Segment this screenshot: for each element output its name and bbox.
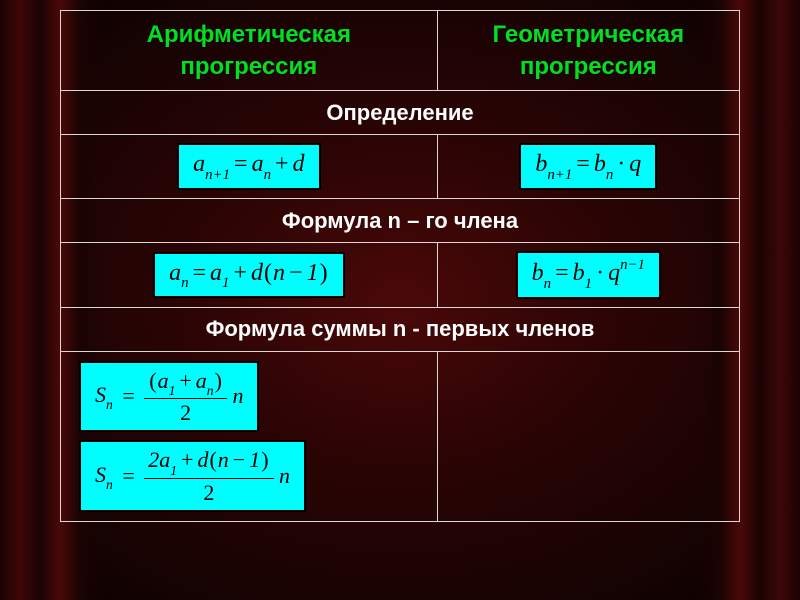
header-arithmetic-label: Арифметическаяпрогрессия — [147, 21, 351, 79]
geom-sum-cell — [437, 351, 739, 521]
geom-def-cell: bn+1=bn·q — [437, 135, 739, 199]
arith-def-cell: an+1=an+d — [61, 135, 438, 199]
header-row: Арифметическаяпрогрессия Геометрическаяп… — [61, 11, 740, 91]
geom-nth-cell: bn=b1·qn−1 — [437, 243, 739, 308]
sum-formulas-row: Sn = (a1+an) 2 n Sn = 2a1+d(n−1) 2 n — [61, 351, 740, 521]
header-geometric-label: Геометрическаяпрогрессия — [492, 21, 684, 79]
section-nth-label: Формула n – го члена — [282, 208, 518, 233]
header-arithmetic: Арифметическаяпрогрессия — [61, 11, 438, 91]
arith-sum1-formula: Sn = (a1+an) 2 n — [79, 361, 259, 433]
section-sum: Формула суммы n - первых членов — [61, 307, 740, 351]
arith-nth-formula: an=a1+d(n−1) — [153, 252, 345, 299]
definition-formulas-row: an+1=an+d bn+1=bn·q — [61, 135, 740, 199]
section-definition: Определение — [61, 91, 740, 135]
section-definition-label: Определение — [326, 100, 473, 125]
nth-formulas-row: an=a1+d(n−1) bn=b1·qn−1 — [61, 243, 740, 308]
arith-def-formula: an+1=an+d — [177, 143, 320, 190]
section-sum-row: Формула суммы n - первых членов — [61, 307, 740, 351]
section-sum-label: Формула суммы n - первых членов — [206, 316, 595, 341]
section-definition-row: Определение — [61, 91, 740, 135]
section-nth-row: Формула n – го члена — [61, 199, 740, 243]
geom-nth-formula: bn=b1·qn−1 — [516, 251, 661, 299]
arith-sum-cell: Sn = (a1+an) 2 n Sn = 2a1+d(n−1) 2 n — [61, 351, 438, 521]
arith-nth-cell: an=a1+d(n−1) — [61, 243, 438, 308]
section-nth: Формула n – го члена — [61, 199, 740, 243]
arith-sum2-formula: Sn = 2a1+d(n−1) 2 n — [79, 440, 306, 512]
progressions-table: Арифметическаяпрогрессия Геометрическаяп… — [60, 10, 740, 522]
geom-def-formula: bn+1=bn·q — [519, 143, 657, 190]
header-geometric: Геометрическаяпрогрессия — [437, 11, 739, 91]
